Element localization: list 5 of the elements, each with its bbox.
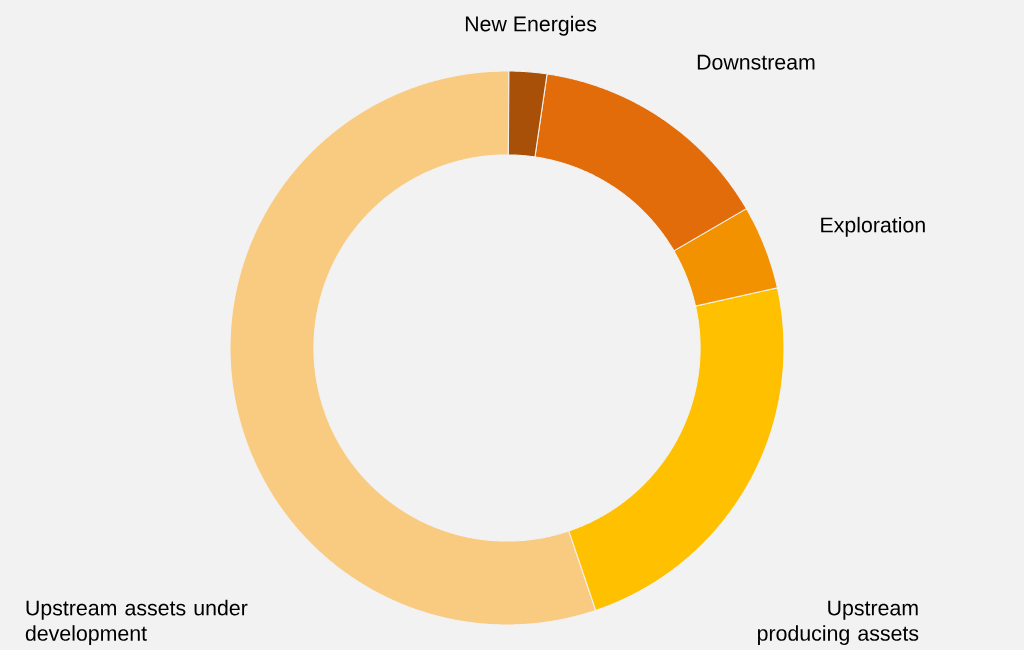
- slice-label: Upstream assets under development: [25, 599, 248, 646]
- slice-label: New Energies: [465, 15, 597, 36]
- slice-label: Downstream: [697, 54, 815, 70]
- slice-label: Exploration: [821, 216, 925, 237]
- slice-label: Upstream producing assets: [757, 600, 919, 646]
